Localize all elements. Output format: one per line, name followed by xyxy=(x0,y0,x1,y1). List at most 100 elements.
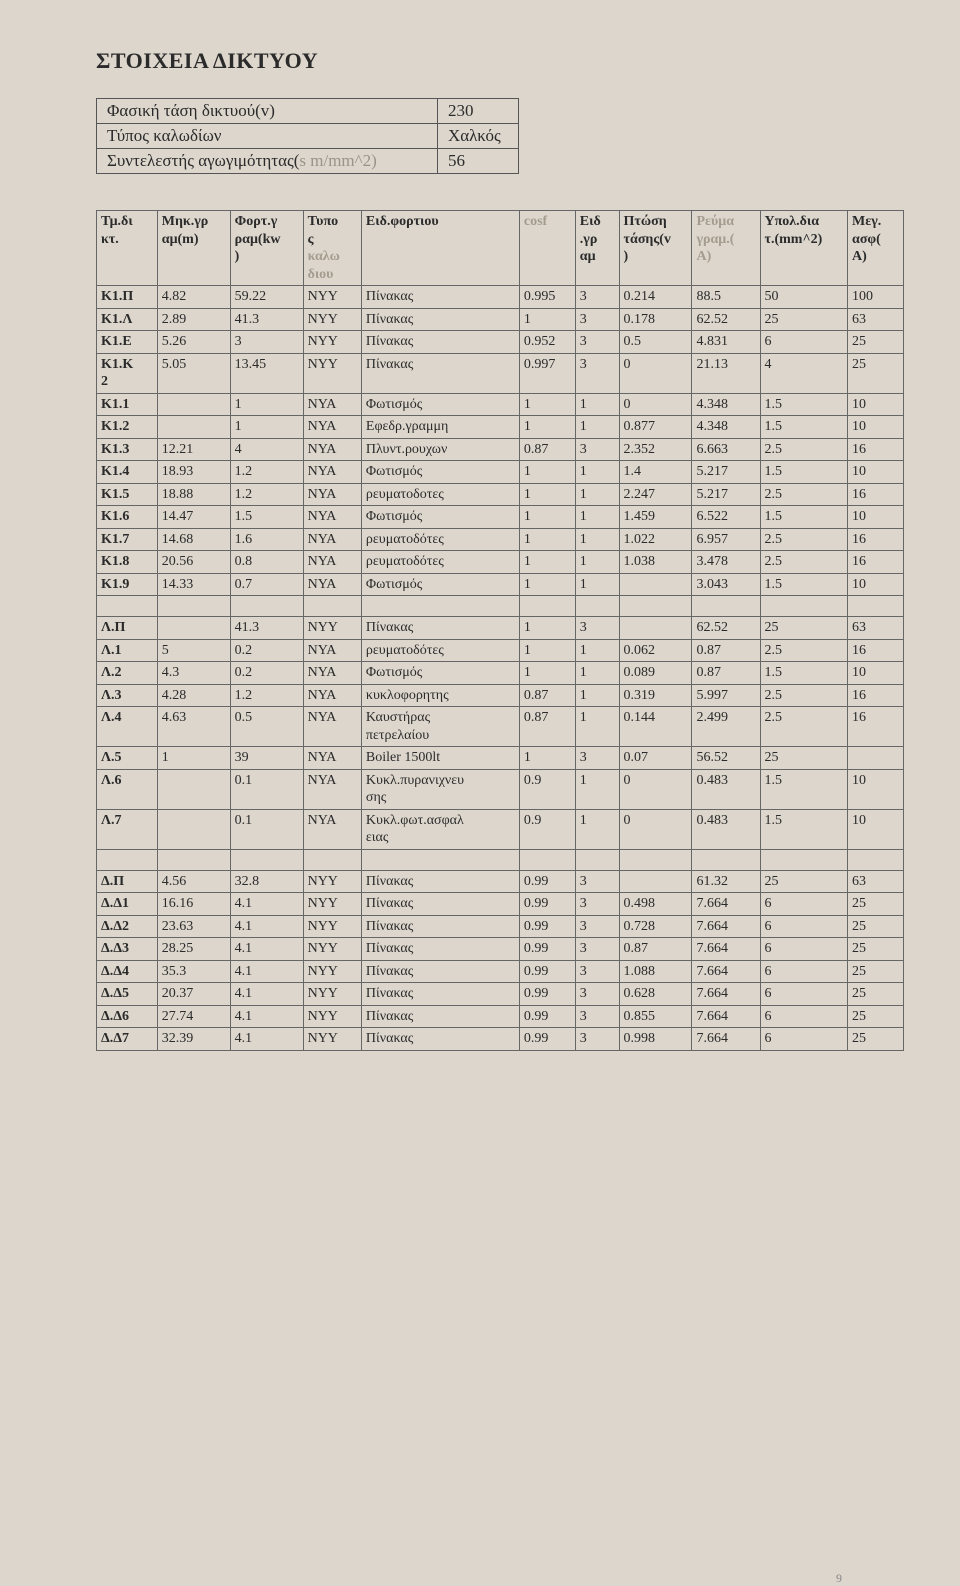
col-header: Μεγ.ασφ(A) xyxy=(848,211,904,286)
cell: 0.99 xyxy=(519,938,575,961)
row-id: Λ.7 xyxy=(97,809,158,849)
col-header: Ρεύμαγραμ.(A) xyxy=(692,211,760,286)
cell: 1.5 xyxy=(760,461,848,484)
table-row: K1.418.931.2NYAΦωτισμός111.45.2171.510 xyxy=(97,461,904,484)
cell: 1.2 xyxy=(230,461,303,484)
cell: 0 xyxy=(619,353,692,393)
cell: 1 xyxy=(519,617,575,640)
cell: 4.82 xyxy=(157,286,230,309)
table-row: Δ.Δ116.164.1NYYΠίνακας0.9930.4987.664625 xyxy=(97,893,904,916)
cell: 35.3 xyxy=(157,960,230,983)
cell: 1 xyxy=(519,393,575,416)
cell: 0.178 xyxy=(619,308,692,331)
cell: 1 xyxy=(157,747,230,770)
cell: 0.5 xyxy=(619,331,692,354)
cell: 10 xyxy=(848,461,904,484)
cell: 10 xyxy=(848,662,904,685)
cell: 0.2 xyxy=(230,639,303,662)
cell xyxy=(157,617,230,640)
cell: ρευματοδότες xyxy=(361,528,519,551)
cell: 16 xyxy=(848,551,904,574)
row-id: Λ.5 xyxy=(97,747,158,770)
cell: Πλυντ.ρουχων xyxy=(361,438,519,461)
cell: 1 xyxy=(519,551,575,574)
cell: 4.1 xyxy=(230,983,303,1006)
row-id: K1.3 xyxy=(97,438,158,461)
param-label: Φασική τάση δικτυού(v) xyxy=(97,99,438,124)
table-row: Λ.150.2NYAρευματοδότες110.0620.872.516 xyxy=(97,639,904,662)
cell: 1.5 xyxy=(760,769,848,809)
table-row: K1.K25.0513.45NYYΠίνακας0.9973021.13425 xyxy=(97,353,904,393)
cell: 4.3 xyxy=(157,662,230,685)
cell: 0.87 xyxy=(692,639,760,662)
cell: 3 xyxy=(575,938,619,961)
cell: NYA xyxy=(303,684,361,707)
cell: 25 xyxy=(760,870,848,893)
cell: NYA xyxy=(303,662,361,685)
cell: 20.37 xyxy=(157,983,230,1006)
cell: 5.217 xyxy=(692,461,760,484)
cell: 0.99 xyxy=(519,893,575,916)
cell: 1.6 xyxy=(230,528,303,551)
cell: 1 xyxy=(575,483,619,506)
cell: 1 xyxy=(519,747,575,770)
cell: 88.5 xyxy=(692,286,760,309)
cell: 2.5 xyxy=(760,707,848,747)
cell: 13.45 xyxy=(230,353,303,393)
cell xyxy=(157,809,230,849)
cell: NYA xyxy=(303,506,361,529)
cell: NYY xyxy=(303,286,361,309)
row-id: K1.K2 xyxy=(97,353,158,393)
cell: 2.499 xyxy=(692,707,760,747)
table-row: Δ.Δ627.744.1NYYΠίνακας0.9930.8557.664625 xyxy=(97,1005,904,1028)
cell: 16 xyxy=(848,438,904,461)
cell: 0.8 xyxy=(230,551,303,574)
cell: NYA xyxy=(303,416,361,439)
cell: 4.56 xyxy=(157,870,230,893)
page-number: 9 xyxy=(836,1571,960,1586)
cell: 23.63 xyxy=(157,915,230,938)
table-row: K1.820.560.8NYAρευματοδότες111.0383.4782… xyxy=(97,551,904,574)
col-header: Μηκ.γραμ(m) xyxy=(157,211,230,286)
cell: 1.5 xyxy=(760,506,848,529)
cell: 4 xyxy=(230,438,303,461)
cell: 1 xyxy=(519,416,575,439)
cell: 3 xyxy=(575,870,619,893)
cell: 3 xyxy=(575,286,619,309)
cell: NYY xyxy=(303,870,361,893)
cell: 25 xyxy=(848,353,904,393)
row-id: K1.8 xyxy=(97,551,158,574)
param-label: Συντελεστής αγωγιμότητας(s m/mm^2) xyxy=(97,149,438,174)
cell: 1 xyxy=(519,662,575,685)
cell: 0.877 xyxy=(619,416,692,439)
cell: 1.4 xyxy=(619,461,692,484)
table-row: Δ.Δ520.374.1NYYΠίνακας0.9930.6287.664625 xyxy=(97,983,904,1006)
cell: 10 xyxy=(848,769,904,809)
cell: Πίνακας xyxy=(361,308,519,331)
cell: Πίνακας xyxy=(361,938,519,961)
row-id: Λ.4 xyxy=(97,707,158,747)
cell: 6.522 xyxy=(692,506,760,529)
cell: 0.144 xyxy=(619,707,692,747)
cell: Φωτισμός xyxy=(361,662,519,685)
cell: 1.5 xyxy=(760,662,848,685)
table-row: Δ.Π4.5632.8NYYΠίνακας0.99361.322563 xyxy=(97,870,904,893)
cell: 0.089 xyxy=(619,662,692,685)
cell: 0.99 xyxy=(519,870,575,893)
row-id: Δ.Π xyxy=(97,870,158,893)
cell: 18.88 xyxy=(157,483,230,506)
param-label: Τύπος καλωδίων xyxy=(97,124,438,149)
cell: 0.319 xyxy=(619,684,692,707)
cell: NYY xyxy=(303,353,361,393)
cell: 16 xyxy=(848,684,904,707)
table-row: Λ.34.281.2NYAκυκλοφορητης0.8710.3195.997… xyxy=(97,684,904,707)
cell: 6 xyxy=(760,893,848,916)
row-id: K1.9 xyxy=(97,573,158,596)
cell: 0.2 xyxy=(230,662,303,685)
cell: 4.831 xyxy=(692,331,760,354)
cell: 7.664 xyxy=(692,960,760,983)
cell: 0.7 xyxy=(230,573,303,596)
col-header: Ειδ.γραμ xyxy=(575,211,619,286)
cell: 1.459 xyxy=(619,506,692,529)
cell: 25 xyxy=(760,308,848,331)
